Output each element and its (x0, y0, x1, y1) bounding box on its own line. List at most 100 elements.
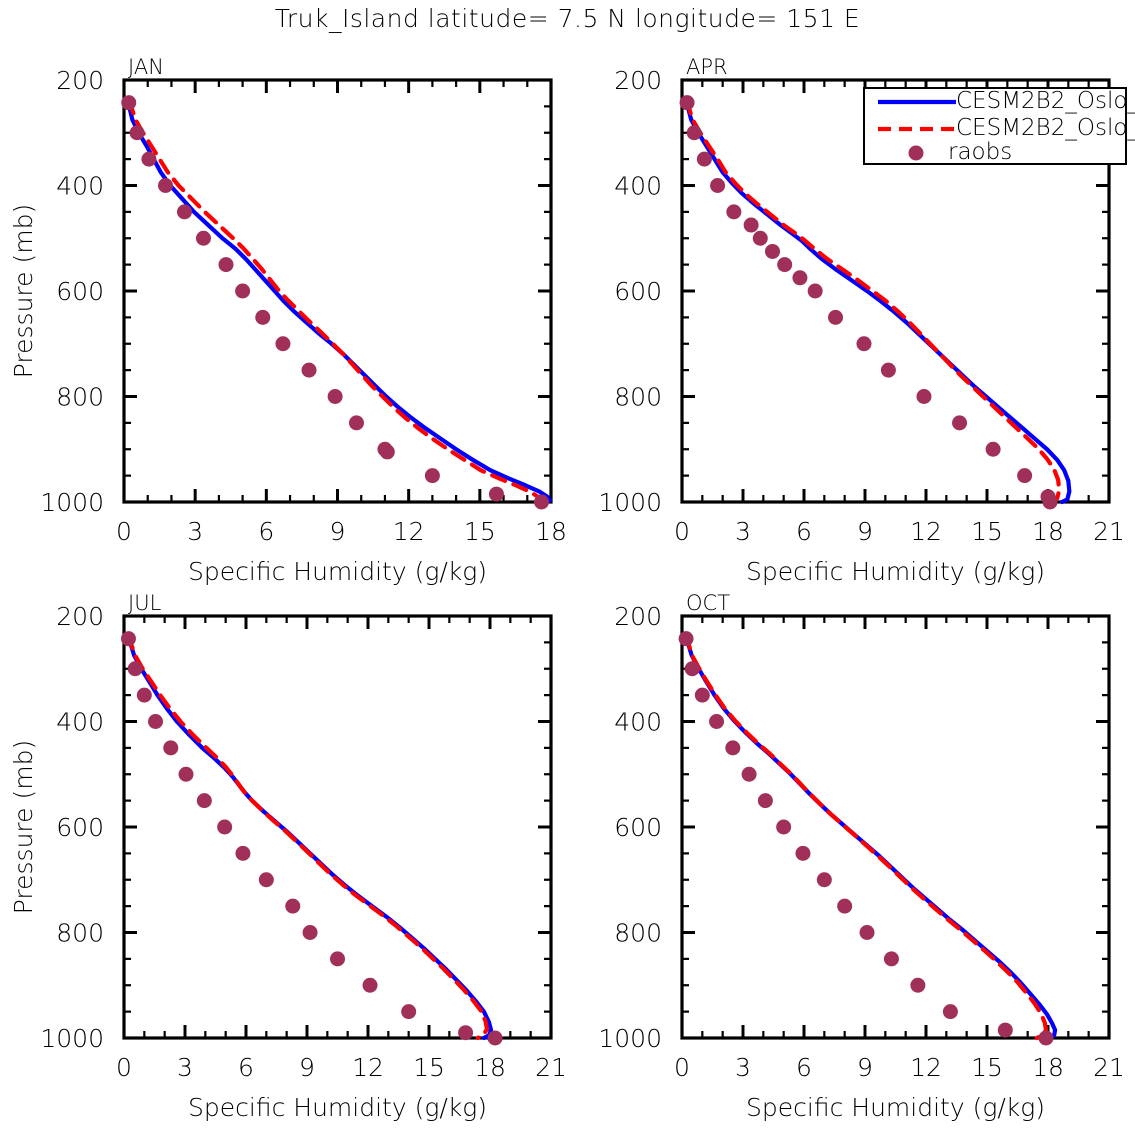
raobs-point (684, 661, 700, 677)
raobs-point (743, 217, 759, 233)
panel-label-jul: JUL (128, 591, 162, 615)
raobs-point (379, 444, 395, 460)
series-line-model-a (125, 633, 494, 1041)
raobs-point (709, 714, 725, 729)
series-line-model-b (683, 632, 1049, 1041)
series-line-model-a (683, 633, 1058, 1041)
raobs-point (195, 230, 211, 246)
raobs-point (129, 125, 145, 141)
x-tick-label: 6 (796, 1053, 812, 1082)
raobs-point (942, 1004, 958, 1020)
y-tick-label: 400 (614, 708, 662, 737)
x-tick-label: 9 (330, 517, 346, 546)
raobs-point (816, 872, 832, 888)
raobs-point (837, 898, 853, 914)
y-axis-label: Pressure (mb) (9, 740, 38, 914)
plot-frame (122, 614, 553, 1040)
x-tick-label: 12 (393, 517, 425, 546)
y-tick-label: 800 (56, 383, 104, 412)
x-tick-label: 12 (910, 1053, 942, 1082)
y-tick-label: 200 (614, 66, 662, 95)
x-tick-label: 0 (674, 517, 690, 546)
raobs-point (458, 1025, 474, 1041)
x-tick-label: 21 (1093, 517, 1125, 546)
panel-jan: 0 3 6 9 12 15 18 200 400 600 800 1000 JAN Specific Hu… (9, 55, 567, 586)
raobs-point (741, 766, 757, 782)
y-tick-label: 800 (56, 919, 104, 948)
raobs-point (856, 336, 872, 352)
raobs-point (679, 95, 695, 111)
x-tick-label: 21 (535, 1053, 567, 1082)
raobs-point (997, 1022, 1013, 1038)
series-line-model-b (126, 97, 543, 505)
x-tick-label: 18 (1032, 1053, 1064, 1082)
raobs-point (725, 740, 741, 756)
y-tick-label: 1000 (598, 488, 662, 517)
raobs-point (686, 125, 702, 141)
x-tick-label: 18 (474, 1053, 506, 1082)
panel-jul: 0 3 6 9 12 15 18 21 200 400 600 800 1000 JUL Specific … (9, 591, 567, 1122)
x-tick-label: 6 (258, 517, 274, 546)
series-line-model-b (684, 97, 1062, 505)
y-tick-label: 400 (56, 708, 104, 737)
raobs-point (148, 714, 164, 729)
x-tick-label: 12 (910, 517, 942, 546)
raobs-point (424, 468, 440, 484)
legend-label-model-b: CESM2B2_Oslo_n (956, 115, 1135, 141)
panel-oct: 0 3 6 9 12 15 18 21 200 400 600 800 1000 OCT Specific … (598, 591, 1125, 1122)
y-tick-label: 800 (614, 383, 662, 412)
raobs-point (752, 230, 768, 246)
raobs-point (136, 687, 152, 703)
x-tick-label: 18 (1032, 517, 1064, 546)
y-tick-label: 400 (56, 172, 104, 201)
raobs-point (258, 872, 274, 888)
raobs-point (910, 977, 926, 993)
raobs-point (710, 178, 726, 193)
raobs-point (178, 766, 194, 782)
panel-label-oct: OCT (686, 591, 730, 615)
legend-label-raobs: raobs (948, 139, 1012, 165)
x-tick-label: 3 (177, 1053, 193, 1082)
raobs-point (694, 687, 710, 703)
raobs-point (163, 740, 179, 756)
x-axis-label: Specific Humidity (g/kg) (188, 1093, 487, 1122)
raobs-point (301, 362, 317, 378)
series-line-model-a (126, 99, 552, 505)
x-tick-label: 9 (857, 517, 873, 546)
x-tick-label: 6 (796, 517, 812, 546)
raobs-point (176, 204, 192, 220)
raobs-point (757, 793, 773, 809)
y-tick-label: 1000 (40, 488, 104, 517)
y-tick-label: 600 (614, 277, 662, 306)
raobs-point (196, 793, 212, 809)
raobs-point (218, 257, 234, 273)
plot-frame (122, 78, 553, 504)
x-tick-label: 9 (857, 1053, 873, 1082)
raobs-point (828, 309, 844, 325)
raobs-point (726, 204, 742, 220)
raobs-point (141, 151, 157, 167)
y-tick-label: 200 (56, 602, 104, 631)
x-axis-label: Specific Humidity (g/kg) (746, 1093, 1045, 1122)
raobs-point (916, 389, 932, 404)
series-line-model-b (125, 632, 490, 1041)
raobs-point (777, 257, 793, 273)
raobs-point (880, 362, 896, 378)
raobs-point (764, 243, 780, 259)
raobs-point (985, 441, 1001, 457)
raobs-point (401, 1004, 417, 1020)
raobs-point (534, 494, 550, 510)
x-tick-label: 15 (971, 517, 1003, 546)
raobs-point (217, 819, 233, 835)
raobs-point (696, 151, 712, 167)
plot-frame (680, 614, 1111, 1040)
panel-label-apr: APR (686, 55, 728, 79)
x-tick-label: 3 (187, 517, 203, 546)
x-tick-label: 15 (413, 1053, 445, 1082)
x-tick-label: 0 (116, 517, 132, 546)
raobs-point (330, 951, 345, 967)
y-tick-label: 600 (56, 277, 104, 306)
raobs-point (952, 415, 968, 431)
raobs-point (158, 178, 174, 193)
raobs-point (1042, 494, 1058, 510)
